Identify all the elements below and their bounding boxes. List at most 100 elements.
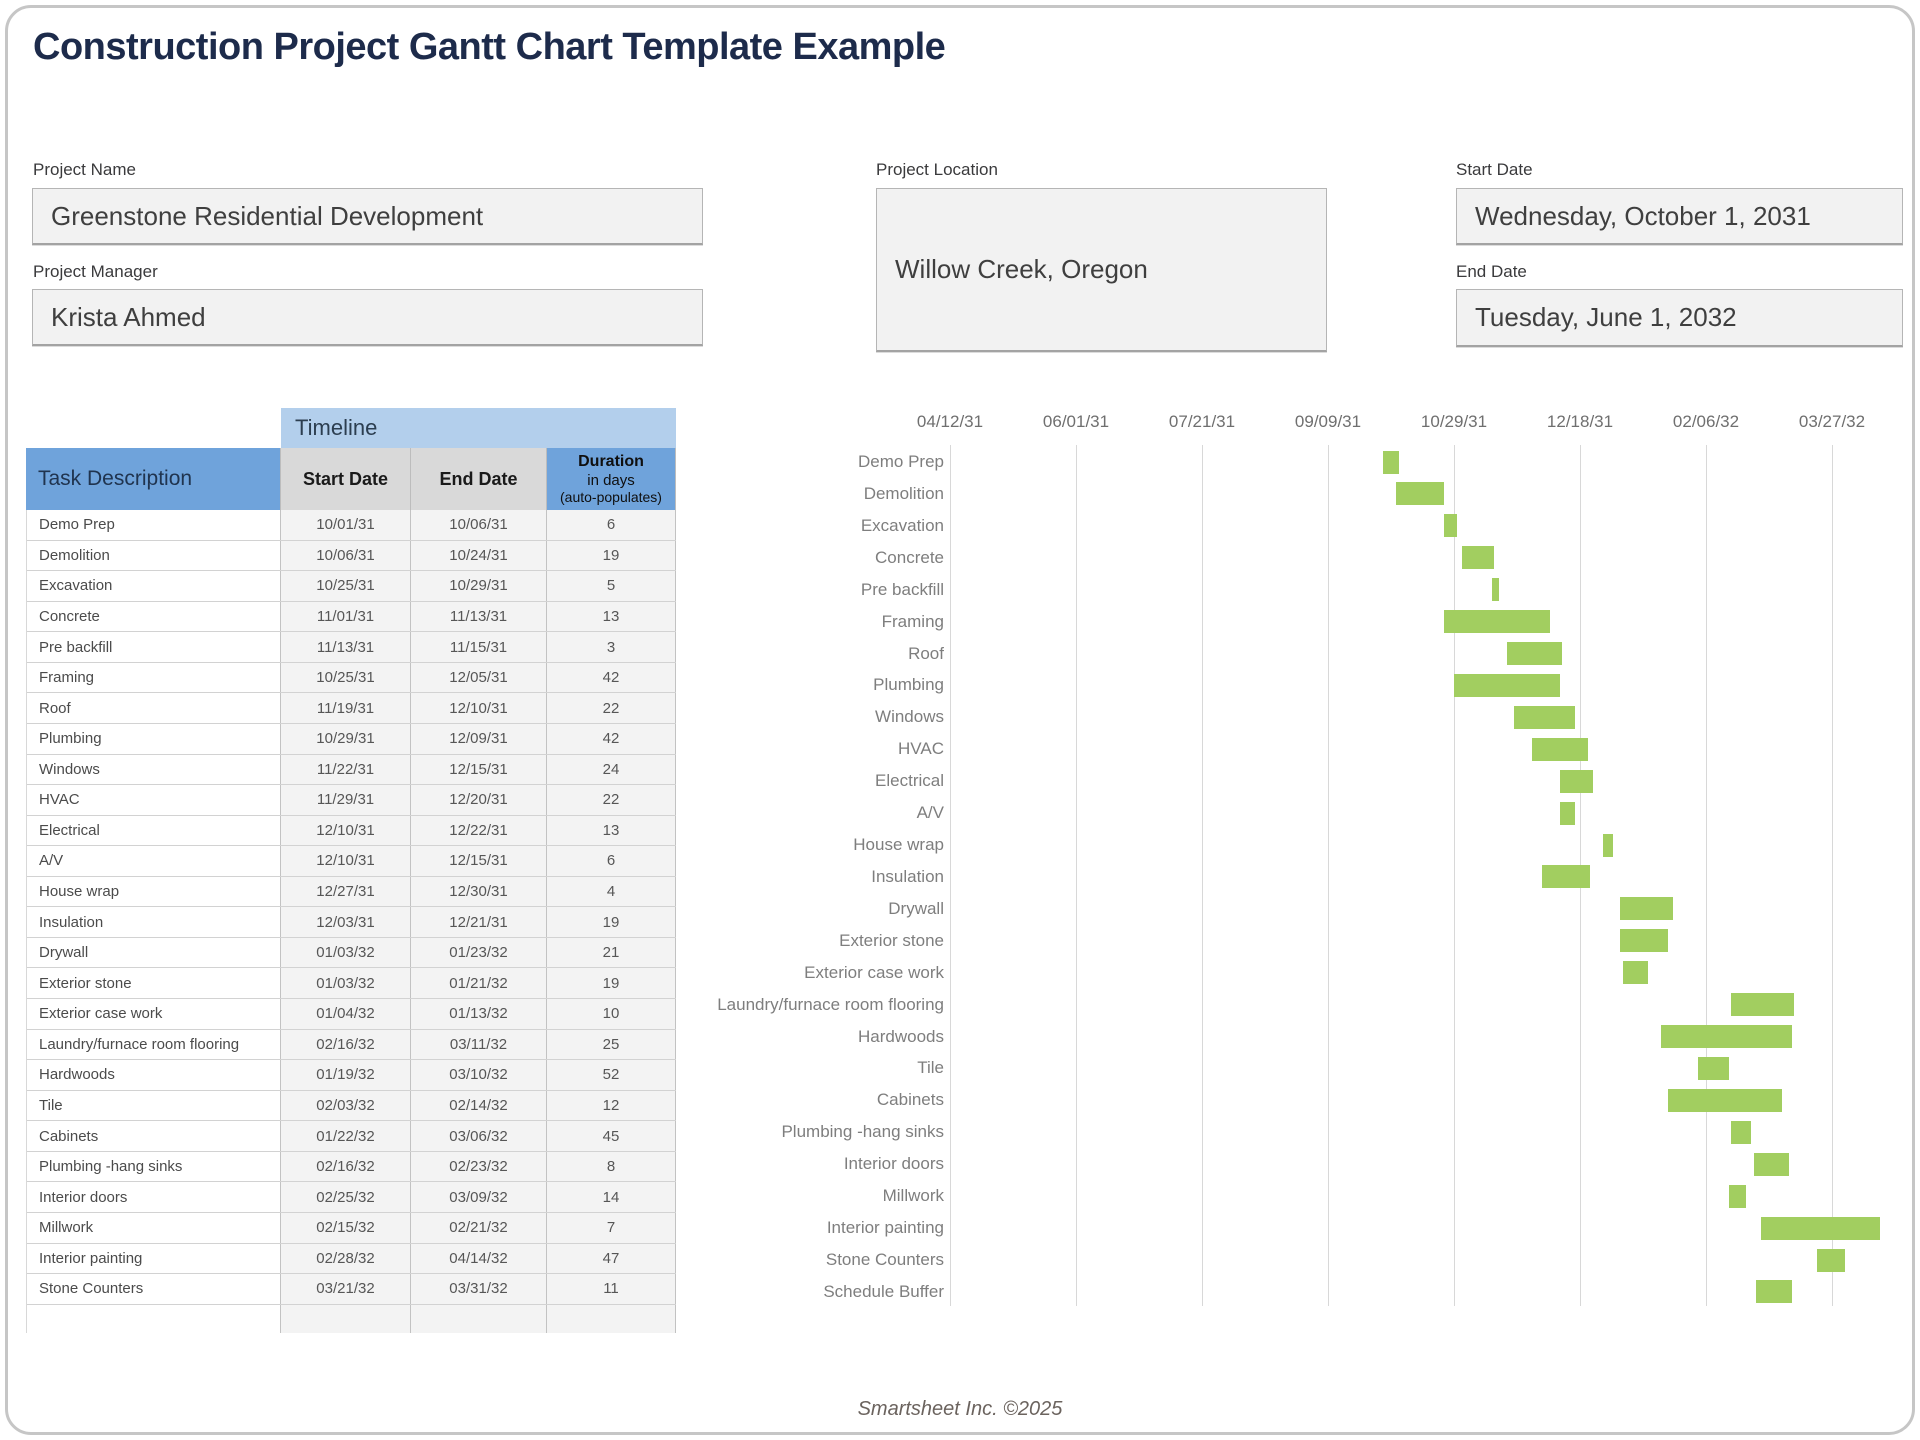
end-date-cell[interactable]: 12/30/31 <box>411 876 547 907</box>
task-name-cell[interactable]: House wrap <box>27 876 281 907</box>
end-date-cell[interactable]: 03/09/32 <box>411 1182 547 1212</box>
end-date-cell[interactable]: 10/24/31 <box>411 540 547 571</box>
end-date-cell[interactable]: 03/31/32 <box>411 1274 547 1304</box>
table-row: Interior doors 02/25/32 03/09/32 14 <box>27 1182 676 1213</box>
task-name-cell[interactable]: Insulation <box>27 907 281 937</box>
task-name-cell[interactable]: Millwork <box>27 1212 281 1243</box>
end-date-cell[interactable]: 01/21/32 <box>411 968 547 998</box>
end-date-cell[interactable]: 03/11/32 <box>411 1029 547 1060</box>
task-name-cell[interactable]: Electrical <box>27 815 281 846</box>
start-date-cell[interactable]: 02/03/32 <box>281 1090 411 1121</box>
task-name-cell[interactable]: Pre backfill <box>27 632 281 662</box>
start-date-cell[interactable]: 12/03/31 <box>281 907 411 937</box>
task-name-cell[interactable]: HVAC <box>27 785 281 815</box>
task-name-cell[interactable]: Cabinets <box>27 1121 281 1151</box>
end-date-input[interactable]: Tuesday, June 1, 2032 <box>1456 289 1903 347</box>
task-name-cell[interactable]: Framing <box>27 662 281 693</box>
task-name-cell[interactable]: Tile <box>27 1090 281 1121</box>
end-date-cell[interactable]: 12/15/31 <box>411 754 547 785</box>
table-row: Drywall 01/03/32 01/23/32 21 <box>27 937 676 969</box>
duration-cell: 8 <box>547 1151 676 1182</box>
table-row: Pre backfill 11/13/31 11/15/31 3 <box>27 632 676 663</box>
end-date-cell[interactable]: 12/22/31 <box>411 815 547 846</box>
start-date-cell[interactable]: 10/25/31 <box>281 662 411 693</box>
start-date-cell[interactable]: 11/13/31 <box>281 632 411 662</box>
gridline <box>1201 445 1203 1306</box>
end-date-cell[interactable]: 02/23/32 <box>411 1151 547 1182</box>
start-date-cell[interactable]: 03/21/32 <box>281 1274 411 1304</box>
start-date-cell[interactable]: 01/03/32 <box>281 968 411 998</box>
task-name-cell[interactable]: Interior painting <box>27 1243 281 1274</box>
end-date-cell[interactable]: 12/09/31 <box>411 723 547 754</box>
end-date-cell[interactable]: 12/05/31 <box>411 662 547 693</box>
start-date-cell[interactable]: 02/16/32 <box>281 1151 411 1182</box>
start-date-cell[interactable]: 01/03/32 <box>281 937 411 968</box>
start-date-cell[interactable]: 01/22/32 <box>281 1121 411 1151</box>
task-name-cell[interactable] <box>27 1304 281 1333</box>
table-row: Hardwoods 01/19/32 03/10/32 52 <box>27 1060 676 1091</box>
start-date-input[interactable]: Wednesday, October 1, 2031 <box>1456 188 1903 245</box>
end-date-cell[interactable]: 12/15/31 <box>411 846 547 876</box>
task-name-cell[interactable]: Plumbing <box>27 723 281 754</box>
start-date-cell[interactable]: 10/01/31 <box>281 510 411 540</box>
table-row: A/V 12/10/31 12/15/31 6 <box>27 846 676 877</box>
end-date-cell[interactable]: 10/29/31 <box>411 571 547 601</box>
task-name-cell[interactable]: Windows <box>27 754 281 785</box>
end-date-cell[interactable]: 11/15/31 <box>411 632 547 662</box>
end-date-cell[interactable]: 10/06/31 <box>411 510 547 540</box>
start-date-cell[interactable]: 02/28/32 <box>281 1243 411 1274</box>
end-date-cell[interactable]: 02/14/32 <box>411 1090 547 1121</box>
task-name-cell[interactable]: Excavation <box>27 571 281 601</box>
task-name-cell[interactable]: Exterior case work <box>27 999 281 1029</box>
end-date-cell[interactable]: 01/23/32 <box>411 937 547 968</box>
end-date-cell[interactable]: 02/21/32 <box>411 1212 547 1243</box>
start-date-cell[interactable]: 12/10/31 <box>281 815 411 846</box>
end-date-cell[interactable]: 03/10/32 <box>411 1060 547 1090</box>
start-date-cell[interactable]: 10/25/31 <box>281 571 411 601</box>
task-name-cell[interactable]: Roof <box>27 693 281 723</box>
start-date-cell[interactable]: 10/06/31 <box>281 540 411 571</box>
gridline <box>1327 445 1329 1306</box>
task-name-cell[interactable]: Concrete <box>27 601 281 632</box>
end-date-cell[interactable]: 01/13/32 <box>411 999 547 1029</box>
start-date-cell[interactable]: 01/04/32 <box>281 999 411 1029</box>
project-name-input[interactable]: Greenstone Residential Development <box>32 188 703 245</box>
table-row: Laundry/furnace room flooring 02/16/32 03/… <box>27 1029 676 1061</box>
start-date-cell[interactable]: 11/22/31 <box>281 754 411 785</box>
start-date-cell[interactable] <box>281 1304 411 1333</box>
task-name-cell[interactable]: Drywall <box>27 937 281 968</box>
project-manager-input[interactable]: Krista Ahmed <box>32 289 703 346</box>
start-date-cell[interactable]: 02/25/32 <box>281 1182 411 1212</box>
start-date-cell[interactable]: 11/01/31 <box>281 601 411 632</box>
start-date-cell[interactable]: 11/29/31 <box>281 785 411 815</box>
end-date-cell[interactable] <box>411 1304 547 1333</box>
end-date-cell[interactable]: 04/14/32 <box>411 1243 547 1274</box>
end-date-cell[interactable]: 11/13/31 <box>411 601 547 632</box>
task-name-cell[interactable]: Hardwoods <box>27 1060 281 1090</box>
task-name-cell[interactable]: Demolition <box>27 540 281 571</box>
start-date-cell[interactable]: 02/16/32 <box>281 1029 411 1060</box>
gantt-row-label: House wrap <box>853 835 944 855</box>
task-name-cell[interactable]: Stone Counters <box>27 1274 281 1304</box>
task-name-cell[interactable]: Plumbing -hang sinks <box>27 1151 281 1182</box>
task-name-cell[interactable]: A/V <box>27 846 281 876</box>
end-date-cell[interactable]: 12/20/31 <box>411 785 547 815</box>
start-date-cell[interactable]: 02/15/32 <box>281 1212 411 1243</box>
project-location-input[interactable]: Willow Creek, Oregon <box>876 188 1327 352</box>
start-date-cell[interactable]: 12/27/31 <box>281 876 411 907</box>
gridline <box>949 445 951 1306</box>
task-name-cell[interactable]: Exterior stone <box>27 968 281 998</box>
start-date-cell[interactable]: 12/10/31 <box>281 846 411 876</box>
start-date-cell[interactable]: 11/19/31 <box>281 693 411 723</box>
table-row <box>27 1304 676 1333</box>
table-row: Tile 02/03/32 02/14/32 12 <box>27 1090 676 1122</box>
start-date-cell[interactable]: 01/19/32 <box>281 1060 411 1090</box>
end-date-cell[interactable]: 12/10/31 <box>411 693 547 723</box>
task-name-cell[interactable]: Laundry/furnace room flooring <box>27 1029 281 1060</box>
gantt-bar <box>1698 1056 1729 1080</box>
task-name-cell[interactable]: Demo Prep <box>27 510 281 540</box>
end-date-cell[interactable]: 03/06/32 <box>411 1121 547 1151</box>
task-name-cell[interactable]: Interior doors <box>27 1182 281 1212</box>
end-date-cell[interactable]: 12/21/31 <box>411 907 547 937</box>
start-date-cell[interactable]: 10/29/31 <box>281 723 411 754</box>
